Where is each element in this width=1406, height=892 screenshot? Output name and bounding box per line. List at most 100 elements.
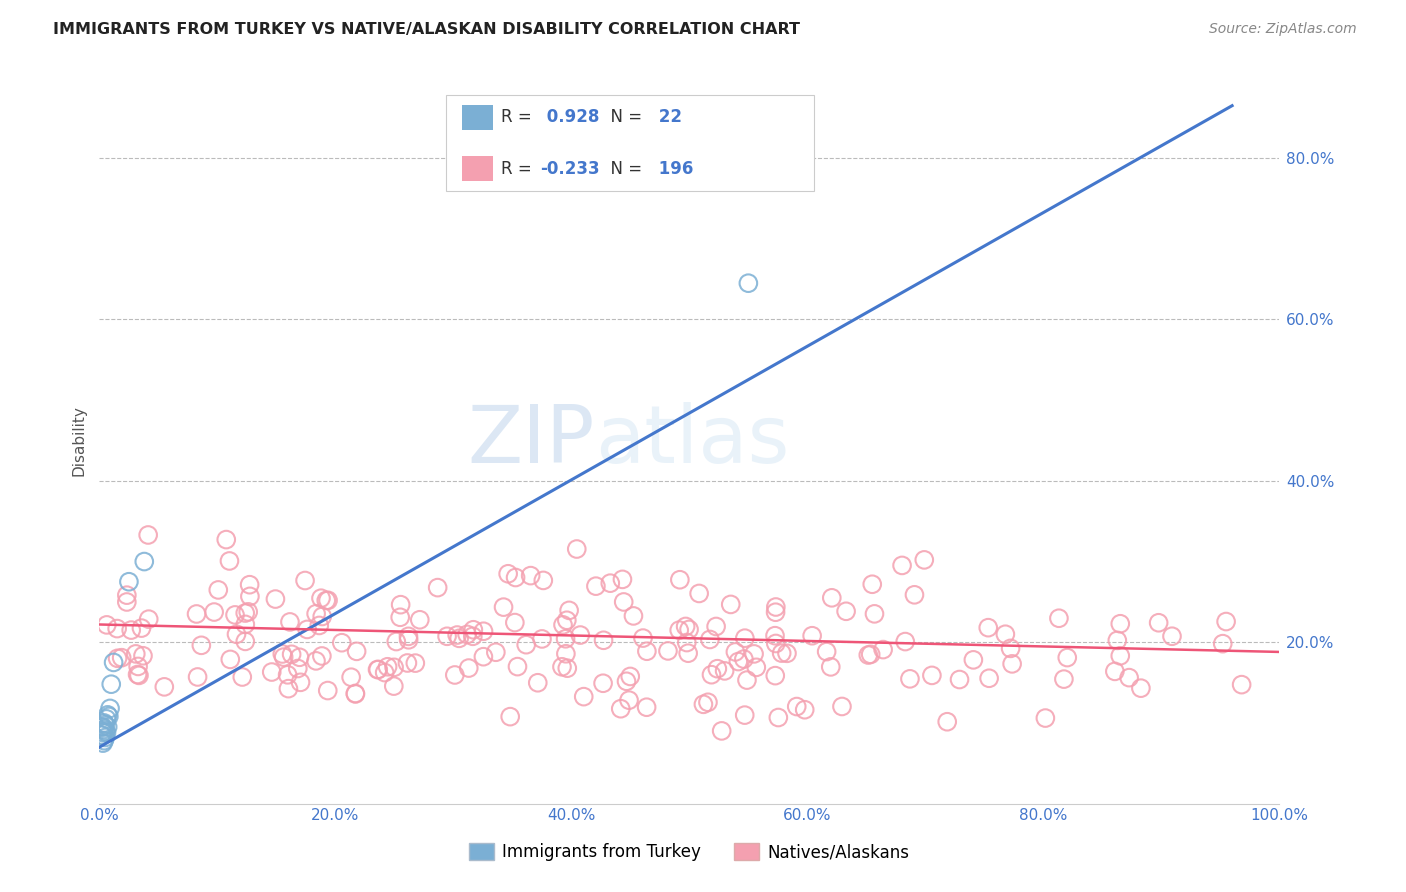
Text: atlas: atlas <box>595 401 789 480</box>
Point <box>346 644 368 658</box>
Point <box>239 577 262 591</box>
Point <box>367 663 389 677</box>
Point <box>669 573 692 587</box>
Point <box>118 574 141 589</box>
Point <box>617 693 640 707</box>
Point <box>770 646 793 660</box>
Point <box>233 617 256 632</box>
Point <box>382 679 405 693</box>
Point <box>127 659 149 673</box>
Point <box>763 668 786 682</box>
Point <box>765 600 787 615</box>
Text: Source: ZipAtlas.com: Source: ZipAtlas.com <box>1209 22 1357 37</box>
Point <box>120 623 142 637</box>
Point <box>98 701 121 715</box>
Point <box>367 663 389 677</box>
Point <box>592 676 614 690</box>
Point <box>727 655 749 669</box>
Point <box>631 631 654 645</box>
Point <box>531 574 554 588</box>
Point <box>377 660 399 674</box>
Point <box>134 555 156 569</box>
Point <box>136 528 159 542</box>
Point <box>858 648 880 662</box>
Point <box>305 654 328 668</box>
Point <box>572 690 595 704</box>
Point <box>224 607 246 622</box>
Point <box>340 670 363 684</box>
Point <box>1047 611 1070 625</box>
Point <box>96 725 118 739</box>
Point <box>555 661 578 675</box>
Point <box>1147 615 1170 630</box>
Point <box>1212 637 1234 651</box>
Text: 22: 22 <box>652 108 682 126</box>
Point <box>820 660 842 674</box>
Point <box>894 634 917 648</box>
Point <box>692 698 714 712</box>
Text: 0.928: 0.928 <box>540 108 599 126</box>
Point <box>315 593 337 607</box>
Point <box>96 712 118 726</box>
Point <box>1161 629 1184 643</box>
Point <box>688 586 710 600</box>
Point <box>485 645 508 659</box>
Point <box>613 595 636 609</box>
Point <box>231 670 253 684</box>
Point <box>616 674 638 689</box>
Legend: Immigrants from Turkey, Natives/Alaskans: Immigrants from Turkey, Natives/Alaskans <box>463 837 917 868</box>
Point <box>97 720 120 734</box>
Point <box>96 618 118 632</box>
Point <box>936 714 959 729</box>
Point <box>636 644 658 658</box>
Point <box>131 621 153 635</box>
Point <box>187 670 209 684</box>
Point <box>860 577 883 591</box>
Point <box>94 724 117 739</box>
Point <box>103 656 125 670</box>
Point <box>278 615 301 629</box>
Point <box>218 554 240 568</box>
Point <box>763 629 786 643</box>
Point <box>288 650 311 665</box>
Point <box>457 661 479 675</box>
Point <box>492 600 515 615</box>
Point <box>623 608 645 623</box>
Point <box>398 632 420 647</box>
Point <box>426 581 449 595</box>
Point <box>898 672 921 686</box>
Point <box>239 590 262 604</box>
Point <box>863 607 886 621</box>
Text: IMMIGRANTS FROM TURKEY VS NATIVE/ALASKAN DISABILITY CORRELATION CHART: IMMIGRANTS FROM TURKEY VS NATIVE/ALASKAN… <box>53 22 800 37</box>
Point <box>735 673 758 687</box>
Point <box>977 671 1000 685</box>
Y-axis label: Disability: Disability <box>72 405 86 476</box>
Point <box>94 717 117 731</box>
Point <box>1001 657 1024 671</box>
Point <box>111 650 134 665</box>
Point <box>94 731 117 745</box>
Point <box>398 629 420 643</box>
Point <box>921 668 943 682</box>
Point <box>1230 678 1253 692</box>
Point <box>678 623 700 637</box>
Point <box>1109 648 1132 663</box>
Point <box>389 610 412 624</box>
Point <box>90 728 112 742</box>
Point <box>724 645 747 659</box>
Point <box>675 619 697 633</box>
Point <box>294 574 316 588</box>
Point <box>277 681 299 696</box>
Point <box>599 576 621 591</box>
Point <box>93 715 115 730</box>
Point <box>519 568 541 582</box>
Point <box>91 725 114 739</box>
Point <box>115 595 138 609</box>
Point <box>396 656 419 670</box>
Text: N =: N = <box>599 160 647 178</box>
Point <box>1104 665 1126 679</box>
Point <box>815 644 838 658</box>
Point <box>699 632 721 647</box>
Point <box>530 632 553 646</box>
Point <box>461 629 484 643</box>
